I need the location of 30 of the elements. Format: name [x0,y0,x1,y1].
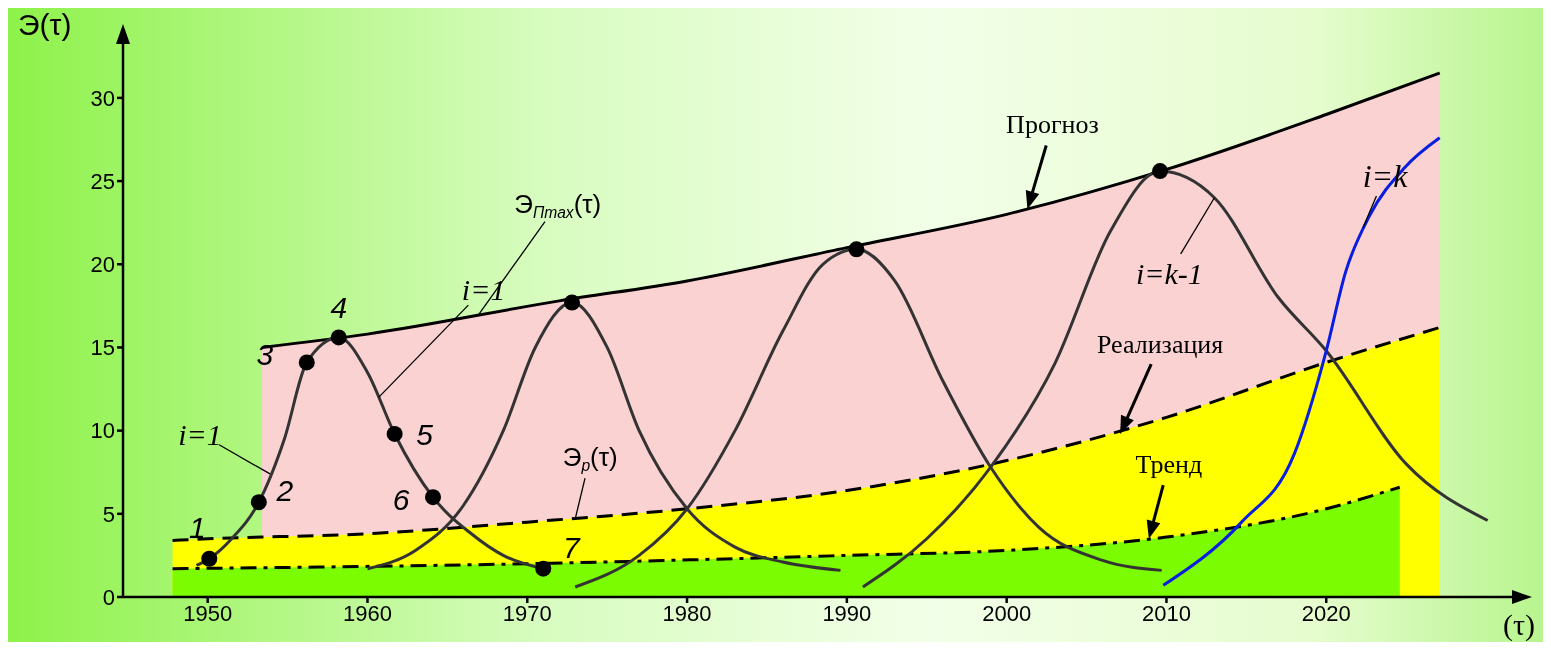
annotation: Тренд [1135,449,1203,479]
y-tick-label: 30 [90,85,115,111]
x-axis-title: (τ) [1502,608,1535,642]
annotation: 2 [275,473,294,507]
annotation: Э$_{р}$(τ) [562,441,618,474]
y-tick-label: 10 [90,418,115,444]
annotation: Реализация [1097,329,1224,359]
x-tick-label: 2000 [982,600,1032,626]
annotation: Э$_{Пmax}$(τ) [514,188,602,221]
x-tick-label: 2010 [1141,600,1191,626]
x-tick-label: 1990 [822,600,872,626]
y-tick-label: 15 [90,335,115,361]
x-tick-label: 1970 [502,600,552,626]
x-tick-label: 2020 [1301,600,1351,626]
annotation: 1 [188,510,206,544]
y-tick-label: 20 [90,252,115,278]
annotation: i=k-1 [1135,256,1203,290]
y-tick-label: 25 [90,168,115,194]
y-axis-title: Э(τ) [18,8,72,42]
y-tick-label: 5 [102,501,115,527]
annotation: i=1 [178,417,222,451]
annotation: 5 [416,417,434,451]
annotation: Прогноз [1006,109,1099,139]
x-tick-label: 1950 [183,600,233,626]
x-tick-label: 1960 [343,600,392,626]
y-tick-label: 0 [102,584,115,610]
annotation: 6 [392,482,410,516]
annotation: 4 [330,290,348,324]
annotation: 7 [562,530,581,564]
x-tick-label: 1980 [662,600,712,626]
